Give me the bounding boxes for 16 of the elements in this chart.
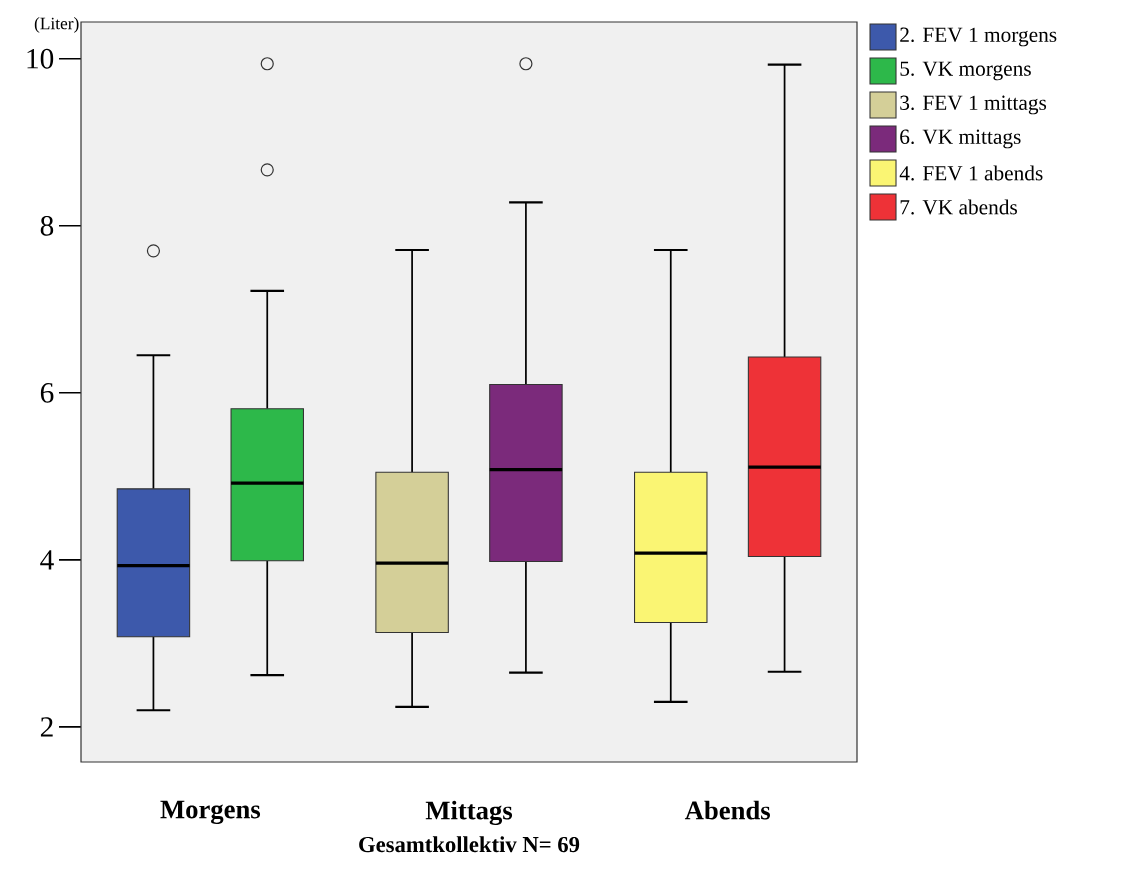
legend-label: 4. FEV 1 abends: [899, 165, 1043, 181]
y-tick-label: 4: [40, 550, 54, 570]
y-tick-label: 2: [40, 717, 53, 737]
y-tick-label: 10: [27, 48, 54, 69]
legend-label: 5. VK morgens: [900, 61, 1031, 81]
y-axis-title: (Liter): [34, 17, 79, 33]
x-tick-label: Mittags: [425, 800, 513, 826]
legend-label: 2. FEV 1 morgens: [900, 27, 1057, 47]
x-tick-label: Abends: [684, 800, 770, 820]
x-axis-title: Gesamtkollektiv N= 69: [359, 836, 580, 853]
x-tick-label: Morgens: [160, 800, 261, 825]
legend-label: 7. VK abends: [900, 199, 1017, 215]
legend-label: 3. FEV 1 mittags: [900, 95, 1047, 115]
y-tick-label: 8: [40, 215, 54, 236]
legend-label: 6. VK mittags: [900, 129, 1021, 149]
y-tick-label: 6: [40, 382, 54, 403]
